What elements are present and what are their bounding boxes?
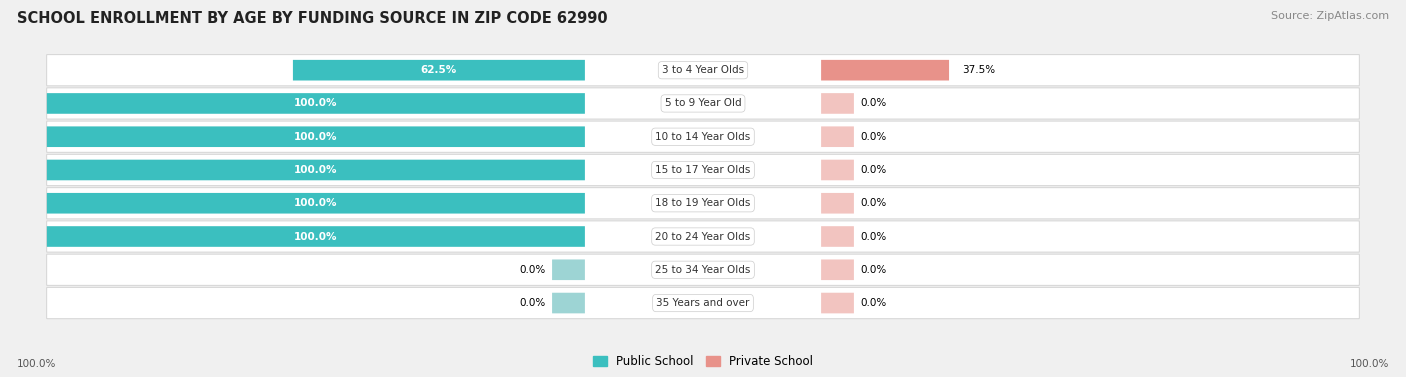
FancyBboxPatch shape [46, 126, 585, 147]
Text: 0.0%: 0.0% [860, 132, 887, 142]
Text: 0.0%: 0.0% [860, 165, 887, 175]
Text: 25 to 34 Year Olds: 25 to 34 Year Olds [655, 265, 751, 275]
FancyBboxPatch shape [821, 193, 853, 213]
FancyBboxPatch shape [46, 154, 1360, 185]
FancyBboxPatch shape [821, 259, 853, 280]
Text: 100.0%: 100.0% [17, 359, 56, 369]
Text: 0.0%: 0.0% [860, 98, 887, 109]
FancyBboxPatch shape [46, 121, 1360, 152]
Text: 100.0%: 100.0% [294, 198, 337, 208]
Text: 62.5%: 62.5% [420, 65, 457, 75]
FancyBboxPatch shape [46, 221, 1360, 252]
Text: 100.0%: 100.0% [294, 98, 337, 109]
FancyBboxPatch shape [292, 60, 585, 81]
Text: 3 to 4 Year Olds: 3 to 4 Year Olds [662, 65, 744, 75]
Text: 10 to 14 Year Olds: 10 to 14 Year Olds [655, 132, 751, 142]
Text: 0.0%: 0.0% [860, 198, 887, 208]
FancyBboxPatch shape [46, 93, 585, 114]
FancyBboxPatch shape [46, 188, 1360, 219]
FancyBboxPatch shape [553, 293, 585, 313]
Text: 18 to 19 Year Olds: 18 to 19 Year Olds [655, 198, 751, 208]
Text: 0.0%: 0.0% [519, 265, 546, 275]
FancyBboxPatch shape [821, 126, 853, 147]
FancyBboxPatch shape [821, 60, 949, 81]
FancyBboxPatch shape [46, 55, 1360, 86]
Text: 100.0%: 100.0% [294, 231, 337, 242]
FancyBboxPatch shape [553, 259, 585, 280]
Text: 100.0%: 100.0% [1350, 359, 1389, 369]
Text: SCHOOL ENROLLMENT BY AGE BY FUNDING SOURCE IN ZIP CODE 62990: SCHOOL ENROLLMENT BY AGE BY FUNDING SOUR… [17, 11, 607, 26]
FancyBboxPatch shape [821, 293, 853, 313]
FancyBboxPatch shape [821, 160, 853, 180]
FancyBboxPatch shape [46, 254, 1360, 285]
Text: 37.5%: 37.5% [962, 65, 995, 75]
Text: 100.0%: 100.0% [294, 132, 337, 142]
Text: 20 to 24 Year Olds: 20 to 24 Year Olds [655, 231, 751, 242]
FancyBboxPatch shape [46, 160, 585, 180]
Text: 35 Years and over: 35 Years and over [657, 298, 749, 308]
Text: 5 to 9 Year Old: 5 to 9 Year Old [665, 98, 741, 109]
FancyBboxPatch shape [46, 287, 1360, 319]
FancyBboxPatch shape [46, 88, 1360, 119]
Text: Source: ZipAtlas.com: Source: ZipAtlas.com [1271, 11, 1389, 21]
FancyBboxPatch shape [821, 226, 853, 247]
Legend: Public School, Private School: Public School, Private School [588, 351, 818, 373]
Text: 0.0%: 0.0% [860, 231, 887, 242]
FancyBboxPatch shape [821, 93, 853, 114]
Text: 100.0%: 100.0% [294, 165, 337, 175]
Text: 0.0%: 0.0% [860, 298, 887, 308]
Text: 0.0%: 0.0% [860, 265, 887, 275]
Text: 15 to 17 Year Olds: 15 to 17 Year Olds [655, 165, 751, 175]
FancyBboxPatch shape [46, 226, 585, 247]
Text: 0.0%: 0.0% [519, 298, 546, 308]
FancyBboxPatch shape [46, 193, 585, 213]
